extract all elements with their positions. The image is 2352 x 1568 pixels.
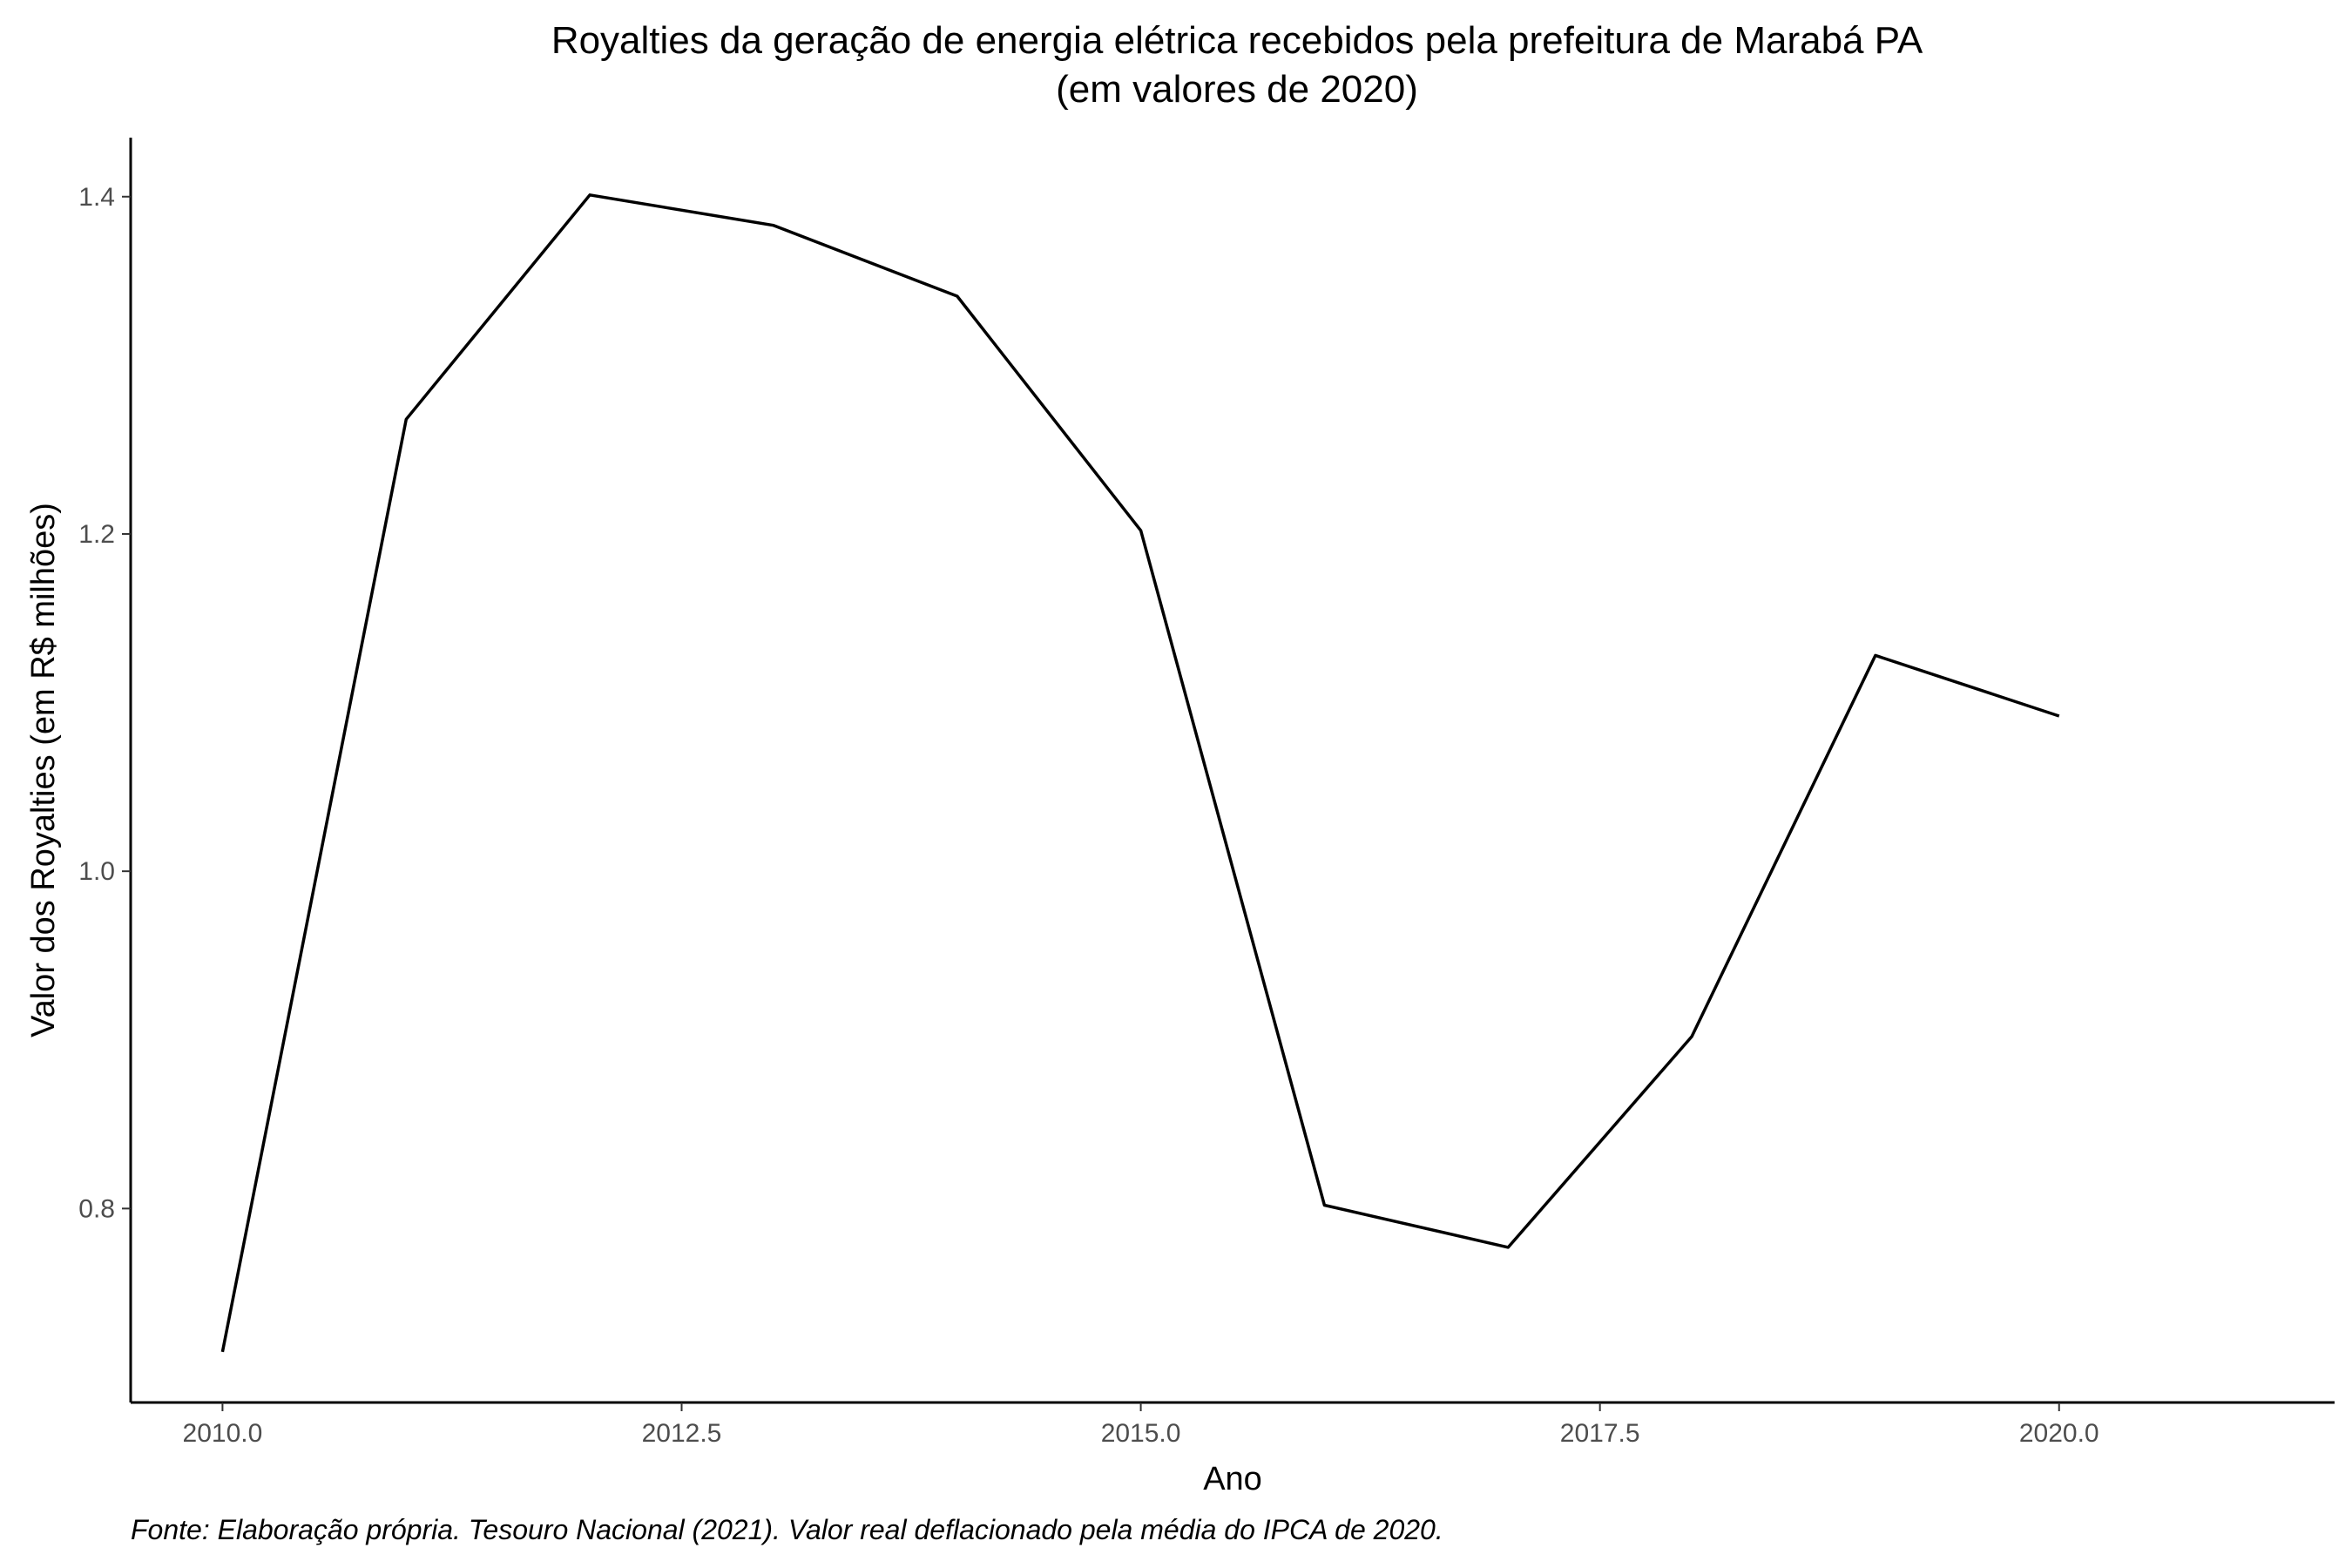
y-tick-label: 1.0: [78, 857, 115, 886]
y-tick-label: 1.2: [78, 520, 115, 549]
axes: [129, 138, 2335, 1404]
x-tick-label: 2020.0: [2019, 1419, 2099, 1448]
series: [220, 193, 2060, 1353]
x-tick-label: 2010.0: [183, 1419, 263, 1448]
x-tick-label: 2017.5: [1560, 1419, 1640, 1448]
x-tick-label: 2015.0: [1101, 1419, 1181, 1448]
series-line: [220, 193, 2060, 1353]
x-axis-title: Ano: [1203, 1461, 1262, 1497]
chart-caption: Fonte: Elaboração própria. Tesouro Nacio…: [131, 1514, 1443, 1545]
x-axis-ticks: 2010.0 2012.5 2015.0 2017.5 2020.0: [183, 1402, 2099, 1448]
x-tick-label: 2012.5: [642, 1419, 722, 1448]
y-tick-label: 0.8: [78, 1194, 115, 1223]
y-axis-ticks: 0.8 1.0 1.2 1.4: [78, 183, 131, 1223]
chart-title: Royalties da geração de energia elétrica…: [551, 19, 1923, 62]
y-axis-title: Valor dos Royalties (em R$ milhões): [25, 503, 62, 1037]
chart-subtitle: (em valores de 2020): [1056, 68, 1418, 111]
y-tick-label: 1.4: [78, 183, 115, 212]
